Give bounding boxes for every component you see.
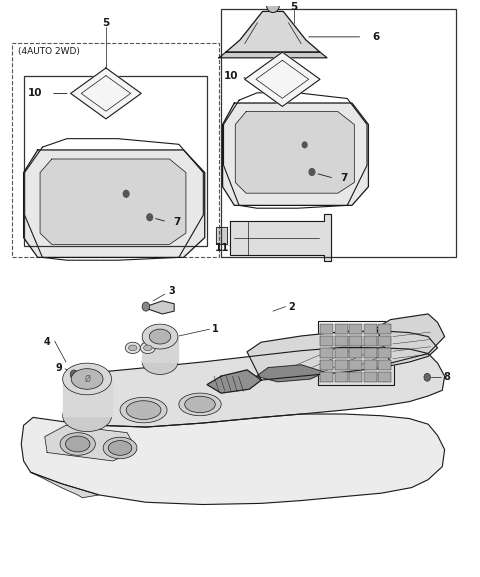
Polygon shape xyxy=(216,227,228,245)
Circle shape xyxy=(309,168,315,175)
Ellipse shape xyxy=(149,329,171,344)
Ellipse shape xyxy=(142,350,178,374)
Text: (4AUTO 2WD): (4AUTO 2WD) xyxy=(17,47,79,56)
Text: 9: 9 xyxy=(56,363,62,373)
Ellipse shape xyxy=(63,363,111,395)
Bar xyxy=(364,359,377,370)
Ellipse shape xyxy=(63,400,111,432)
Text: 5: 5 xyxy=(102,18,109,28)
Text: 12: 12 xyxy=(163,340,176,350)
Text: 10: 10 xyxy=(28,88,43,99)
Bar xyxy=(335,324,348,334)
Polygon shape xyxy=(146,301,174,314)
Text: 11: 11 xyxy=(215,243,229,253)
Bar xyxy=(349,324,362,334)
Circle shape xyxy=(266,0,279,13)
Bar xyxy=(24,77,207,246)
Bar xyxy=(364,348,377,358)
Polygon shape xyxy=(75,347,444,427)
Text: Ø: Ø xyxy=(84,374,90,384)
Ellipse shape xyxy=(71,369,103,389)
Bar xyxy=(335,359,348,370)
Polygon shape xyxy=(31,472,99,498)
Ellipse shape xyxy=(185,396,216,413)
Ellipse shape xyxy=(108,441,132,455)
Ellipse shape xyxy=(65,436,90,452)
Bar xyxy=(320,372,333,382)
Text: 7: 7 xyxy=(341,173,348,183)
Circle shape xyxy=(302,142,307,148)
Bar xyxy=(378,372,392,382)
Bar xyxy=(349,348,362,358)
Bar xyxy=(221,9,456,257)
Polygon shape xyxy=(21,414,444,504)
Text: 1: 1 xyxy=(212,324,219,334)
Polygon shape xyxy=(24,150,204,257)
Ellipse shape xyxy=(179,393,221,415)
Polygon shape xyxy=(256,365,324,382)
Text: 3: 3 xyxy=(168,286,175,297)
Ellipse shape xyxy=(126,401,161,419)
Polygon shape xyxy=(71,68,141,119)
Bar xyxy=(378,359,392,370)
Ellipse shape xyxy=(125,342,140,354)
Bar xyxy=(320,359,333,370)
Text: 10: 10 xyxy=(224,72,239,81)
Polygon shape xyxy=(223,103,369,205)
Ellipse shape xyxy=(60,433,96,455)
Circle shape xyxy=(147,214,153,220)
Ellipse shape xyxy=(103,437,137,459)
Polygon shape xyxy=(245,52,320,106)
Text: 5: 5 xyxy=(290,2,298,12)
Polygon shape xyxy=(235,111,354,193)
Circle shape xyxy=(123,190,129,197)
Circle shape xyxy=(70,370,78,379)
Polygon shape xyxy=(226,12,320,52)
Bar xyxy=(335,336,348,346)
Bar xyxy=(378,324,392,334)
Ellipse shape xyxy=(140,342,156,354)
Ellipse shape xyxy=(144,345,152,351)
Polygon shape xyxy=(207,370,261,393)
Polygon shape xyxy=(40,159,186,245)
Bar xyxy=(378,336,392,346)
Text: 6: 6 xyxy=(373,32,380,42)
Bar xyxy=(335,348,348,358)
Polygon shape xyxy=(63,379,111,415)
Text: 7: 7 xyxy=(173,217,180,227)
Bar xyxy=(12,43,219,257)
Ellipse shape xyxy=(142,324,178,349)
Ellipse shape xyxy=(129,345,137,351)
Bar xyxy=(364,336,377,346)
Bar xyxy=(320,336,333,346)
Bar xyxy=(364,324,377,334)
Polygon shape xyxy=(376,314,444,363)
Polygon shape xyxy=(219,52,327,58)
Bar xyxy=(378,348,392,358)
Bar xyxy=(320,324,333,334)
Circle shape xyxy=(142,302,150,311)
Bar xyxy=(349,336,362,346)
Bar xyxy=(335,372,348,382)
Text: 8: 8 xyxy=(444,372,450,383)
Ellipse shape xyxy=(120,398,167,423)
Bar xyxy=(349,372,362,382)
Polygon shape xyxy=(45,425,136,461)
Text: 2: 2 xyxy=(288,302,295,312)
Polygon shape xyxy=(247,331,438,380)
Bar xyxy=(364,372,377,382)
Circle shape xyxy=(424,373,431,381)
Polygon shape xyxy=(142,336,178,362)
Polygon shape xyxy=(229,214,331,261)
Bar xyxy=(320,348,333,358)
Text: 4: 4 xyxy=(44,337,50,347)
Bar xyxy=(349,359,362,370)
